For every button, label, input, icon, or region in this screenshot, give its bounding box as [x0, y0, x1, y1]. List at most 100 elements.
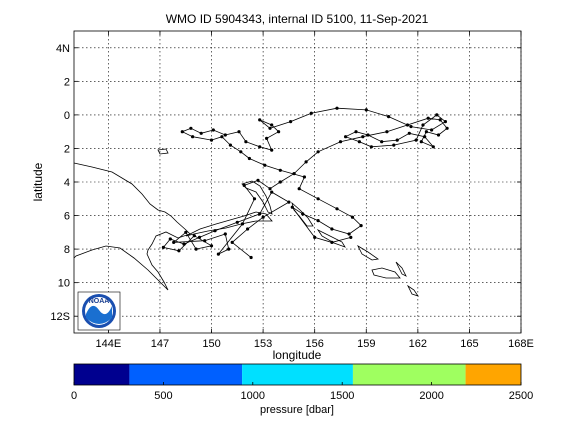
noaa-logo: NOAA	[77, 291, 121, 331]
y-tick-label-3: 2	[64, 143, 70, 155]
track-point-22	[216, 252, 220, 256]
track-point-31	[316, 150, 320, 154]
track-point-69	[270, 148, 274, 152]
track-point-57	[430, 128, 434, 132]
track-point-90	[350, 215, 355, 219]
track-point-12	[161, 245, 165, 249]
x-tick-label-6: 162	[409, 338, 427, 350]
track-point-37	[438, 118, 442, 122]
track-point-3	[261, 215, 265, 219]
coastline-new-guinea	[73, 162, 191, 291]
track-point-49	[344, 135, 348, 139]
x-tick-label-1: 147	[151, 338, 169, 350]
track-point-59	[387, 115, 391, 119]
track-point-34	[385, 130, 389, 134]
y-tick-label-4: 4	[64, 177, 70, 189]
colorbar-segment-3	[352, 364, 466, 385]
track-point-78	[191, 135, 195, 139]
track-point-94	[316, 219, 320, 223]
track-point-15	[209, 244, 214, 248]
track-point-91	[359, 224, 363, 228]
track-point-46	[380, 140, 384, 144]
track-point-88	[316, 197, 320, 201]
x-tick-label-5: 159	[357, 338, 375, 350]
y-tick-label-7: 10	[58, 278, 70, 290]
y-tick-label-0: 4N	[56, 43, 70, 55]
track-point-20	[223, 232, 227, 236]
track-point-32	[338, 140, 343, 144]
track-point-75	[199, 131, 203, 135]
track-point-42	[431, 145, 435, 149]
track-point-82	[239, 150, 243, 154]
track-point-1	[230, 240, 234, 244]
track-point-96	[290, 205, 294, 209]
x-tick-label-7: 165	[460, 338, 478, 350]
colorbar-tick-label-5: 2500	[509, 390, 533, 402]
track-point-60	[364, 108, 368, 112]
track-point-14	[192, 234, 196, 238]
coastline-makira	[395, 261, 407, 277]
x-tick-label-8: 168E	[508, 338, 534, 350]
float-trajectory	[161, 106, 449, 260]
track-point-71	[244, 140, 248, 144]
map-plot-area: NOAA	[73, 30, 522, 334]
chart-title: WMO ID 5904343, internal ID 5100, 11-Sep…	[166, 12, 429, 26]
track-point-50	[357, 140, 361, 144]
track-point-48	[354, 130, 358, 134]
y-tick-label-5: 6	[64, 211, 70, 223]
track-point-39	[436, 133, 441, 137]
track-point-62	[309, 111, 313, 115]
track-point-23	[240, 222, 245, 226]
track-point-16	[194, 247, 198, 251]
track-point-70	[258, 145, 262, 149]
colorbar-tick-label-1: 500	[154, 390, 172, 402]
track-point-26	[256, 178, 260, 182]
coastline-new-ireland	[241, 180, 273, 215]
coastline-islet-north	[157, 148, 169, 155]
track-point-11	[168, 237, 172, 241]
y-tick-label-2: 0	[64, 110, 70, 122]
track-point-47	[366, 133, 370, 137]
track-point-56	[443, 120, 447, 124]
y-axis-label: latitude	[31, 162, 45, 201]
y-tick-label-8: 12S	[50, 311, 70, 323]
track-point-7	[235, 220, 239, 224]
track-point-58	[409, 125, 413, 129]
track-point-95	[301, 212, 305, 216]
pressure-colorbar: 0 500 1000 1500 2000 2500	[71, 363, 533, 402]
track-point-64	[268, 126, 272, 130]
coastline-solomons-north	[316, 228, 346, 248]
track-point-28	[278, 180, 282, 184]
track-point-74	[211, 128, 215, 132]
track-point-25	[242, 183, 246, 187]
track-line	[162, 107, 448, 258]
track-point-2	[246, 227, 250, 231]
colorbar-tick-label-0: 0	[71, 390, 77, 402]
colorbar-segment-1	[129, 364, 243, 385]
colorbar-segment-2	[242, 364, 353, 385]
colorbar-tick-label-2: 1000	[241, 390, 265, 402]
colorbar-frame	[73, 363, 522, 386]
x-tick-label-4: 156	[306, 338, 324, 350]
track-point-9	[197, 235, 202, 239]
track-point-89	[335, 207, 339, 211]
colorbar-label: pressure [dbar]	[260, 404, 334, 416]
track-point-80	[220, 135, 224, 139]
track-point-81	[228, 143, 232, 147]
colorbar-tick-label-3: 1500	[330, 390, 354, 402]
track-point-73	[223, 133, 227, 137]
track-point-17	[184, 230, 188, 234]
track-point-30	[304, 160, 308, 164]
track-point-53	[414, 138, 418, 142]
track-point-54	[421, 123, 425, 127]
track-point-55	[435, 113, 439, 117]
track-point-86	[302, 175, 306, 179]
track-point-18	[172, 240, 176, 244]
track-point-36	[426, 116, 430, 120]
noaa-logo-text: NOAA	[89, 298, 110, 305]
track-point-83	[247, 156, 251, 161]
track-point-63	[289, 120, 293, 124]
track-point-66	[270, 123, 274, 127]
track-point-24	[252, 197, 257, 201]
